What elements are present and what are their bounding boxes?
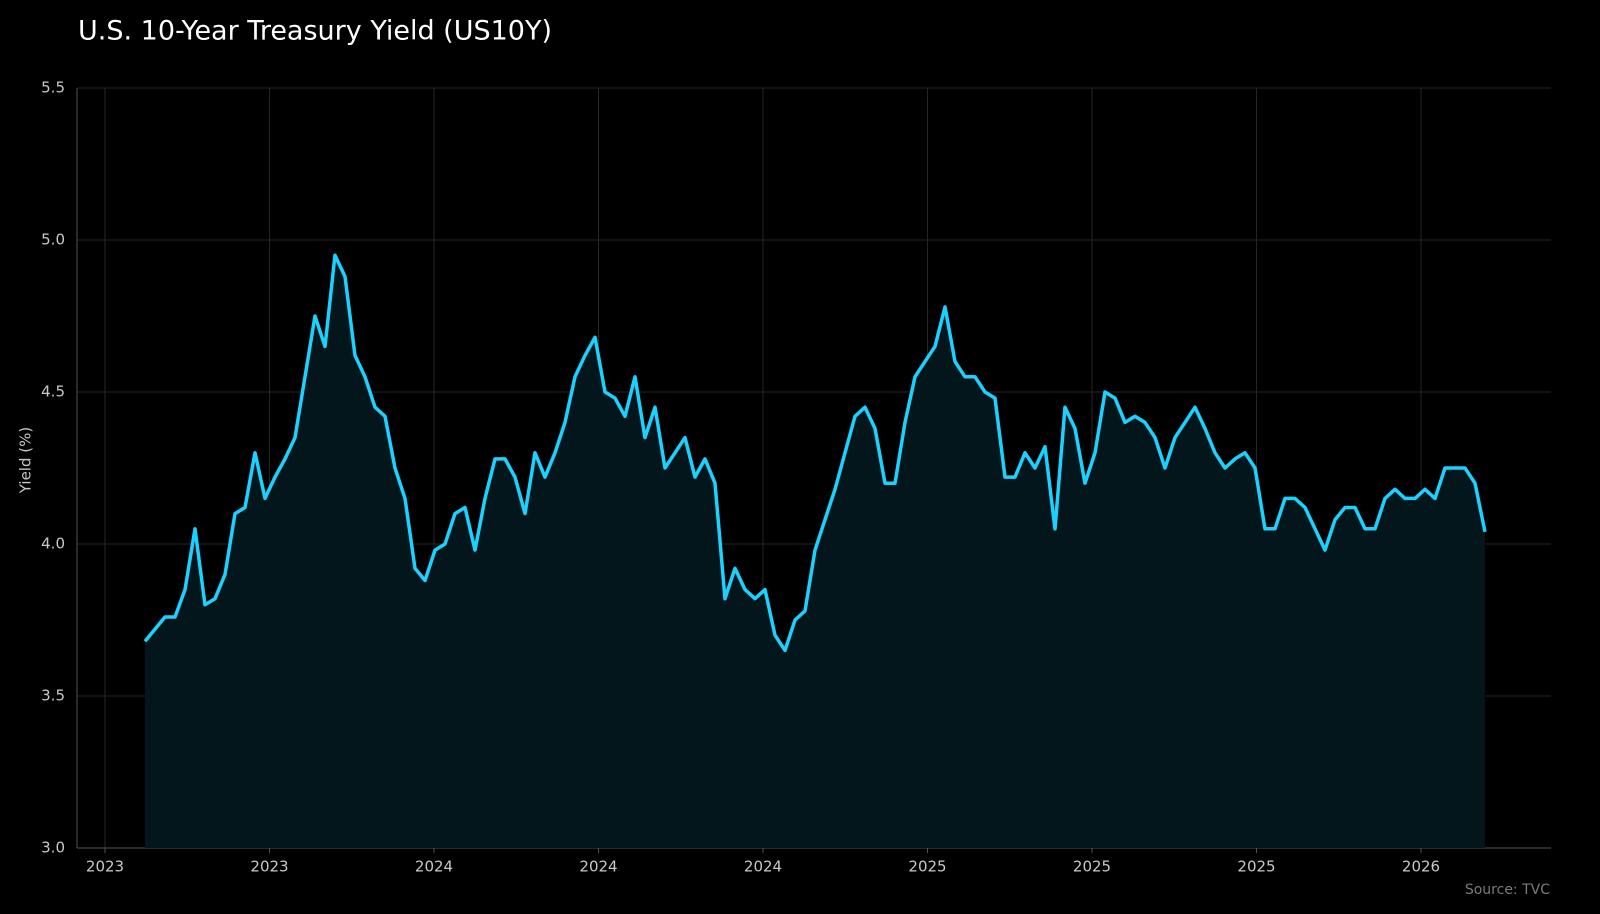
y-tick-label: 4.5 bbox=[41, 383, 65, 401]
x-tick-label: 2026 bbox=[1402, 858, 1440, 876]
line bbox=[143, 253, 1487, 653]
y-axis-label: Yield (%) bbox=[17, 427, 35, 494]
source: Source: TVC bbox=[1465, 882, 1550, 898]
y-tick-label: 3.0 bbox=[41, 839, 65, 857]
y-tick-label: 5.0 bbox=[41, 231, 65, 249]
chart-title: U.S. 10-Year Treasury Yield (US10Y) bbox=[78, 16, 552, 47]
x-tick-label: 2025 bbox=[1237, 858, 1275, 876]
y-tick-label: 4.0 bbox=[41, 535, 65, 553]
y-tick-label: 3.5 bbox=[41, 687, 65, 705]
x-tick-label: 2024 bbox=[415, 858, 453, 876]
x-tick-label: 2024 bbox=[579, 858, 617, 876]
x-tick-label: 2023 bbox=[86, 858, 124, 876]
x-tick-label: 2025 bbox=[1073, 858, 1111, 876]
x-tick-label: 2024 bbox=[744, 858, 782, 876]
x-tick-label: 2023 bbox=[250, 858, 288, 876]
y-tick-label: 5.5 bbox=[41, 79, 65, 97]
x-tick-label: 2025 bbox=[908, 858, 946, 876]
